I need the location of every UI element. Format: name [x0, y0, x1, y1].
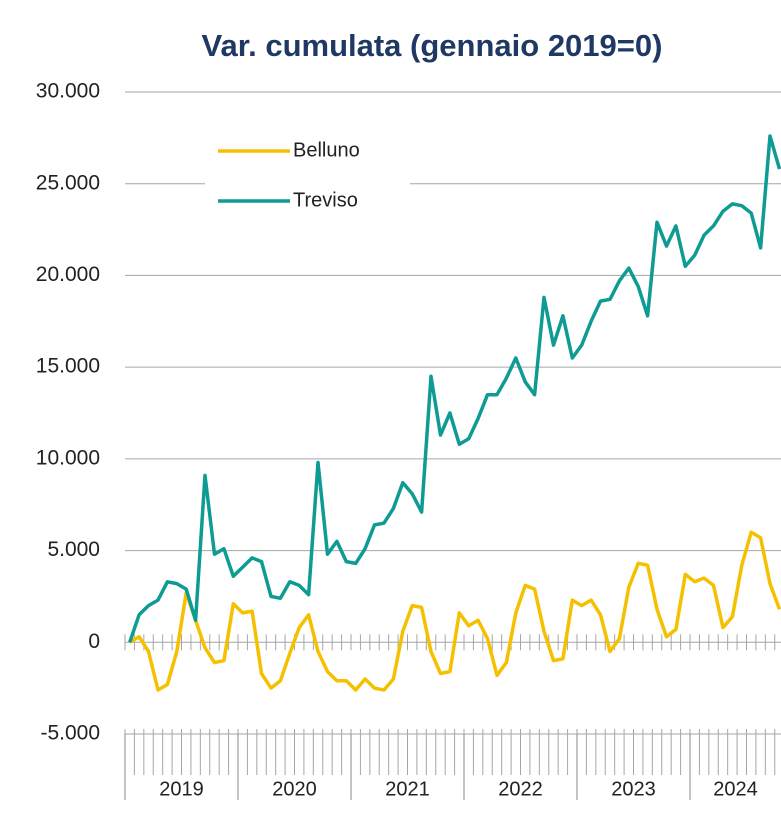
legend-box: [205, 125, 410, 225]
chart-title: Var. cumulata (gennaio 2019=0): [202, 28, 663, 63]
y-tick-label: 25.000: [36, 171, 100, 194]
x-group-label: 2021: [385, 778, 430, 800]
x-group-label: 2019: [159, 778, 204, 800]
x-group-label: 2023: [611, 778, 656, 800]
x-group-label: 2020: [272, 778, 317, 800]
legend-label: Treviso: [293, 189, 358, 211]
y-tick-label: -5.000: [40, 722, 100, 745]
series-line: [128, 530, 781, 692]
y-tick-label: 15.000: [36, 355, 100, 378]
series-line: [128, 134, 781, 643]
y-tick-label: 0: [88, 630, 100, 653]
x-group-label: 2022: [498, 778, 543, 800]
y-tick-label: 5.000: [47, 538, 100, 561]
y-tick-label: 30.000: [36, 80, 100, 103]
x-group-label: 2024: [713, 778, 758, 800]
y-tick-label: 20.000: [36, 263, 100, 286]
legend-label: Belluno: [293, 139, 360, 161]
y-tick-label: 10.000: [36, 446, 100, 469]
